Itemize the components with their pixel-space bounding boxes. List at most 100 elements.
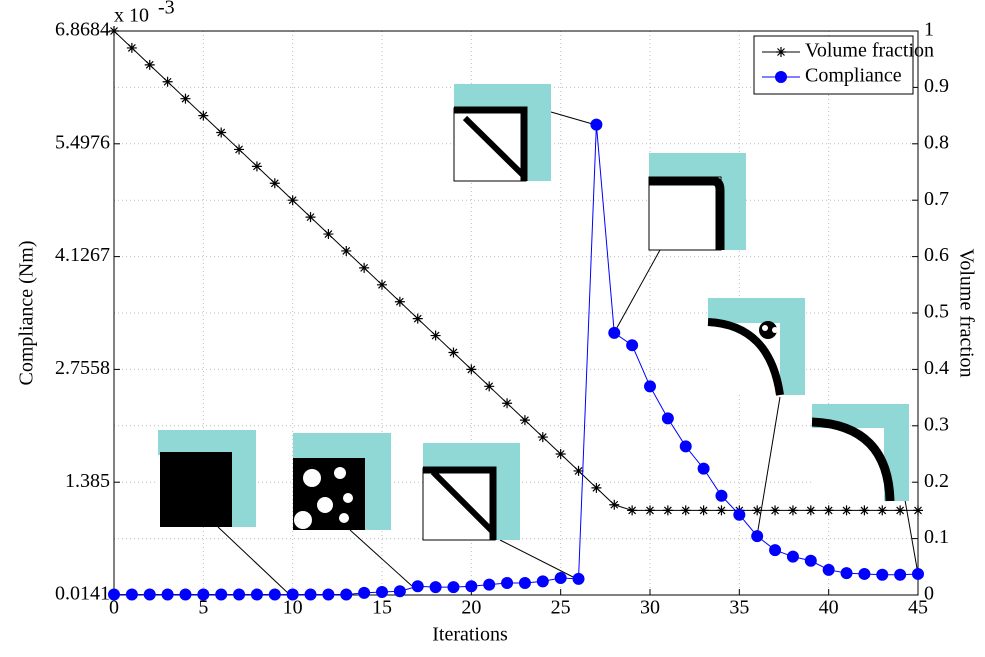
data-point xyxy=(502,398,512,408)
data-point xyxy=(180,589,191,600)
data-point xyxy=(788,505,798,515)
data-point xyxy=(163,77,173,87)
connector xyxy=(218,527,290,595)
data-point xyxy=(859,505,869,515)
connector xyxy=(551,112,596,125)
data-point xyxy=(377,280,387,290)
data-point xyxy=(591,119,602,130)
data-point xyxy=(538,432,548,442)
data-point xyxy=(413,314,423,324)
data-point xyxy=(484,381,494,391)
data-point xyxy=(699,505,709,515)
data-point xyxy=(198,111,208,121)
y2-tick-label: 0.2 xyxy=(924,470,949,492)
inset-image xyxy=(649,153,746,250)
data-point xyxy=(448,347,458,357)
chart: Iterations Compliance (Nm) Volume fracti… xyxy=(0,0,985,657)
y-tick-label: 5.4976 xyxy=(55,131,110,153)
data-point xyxy=(770,505,780,515)
y2-tick-label: 0.4 xyxy=(924,357,949,379)
data-point xyxy=(680,441,691,452)
data-point xyxy=(359,263,369,273)
data-point xyxy=(502,577,513,588)
inset-image xyxy=(708,298,805,395)
connector xyxy=(905,500,918,574)
data-point xyxy=(645,381,656,392)
data-point xyxy=(430,582,441,593)
data-point xyxy=(519,577,530,588)
y2-tick-label: 0.1 xyxy=(924,526,949,548)
data-point xyxy=(306,212,316,222)
legend-label: Volume fraction xyxy=(805,40,934,62)
data-point xyxy=(520,415,530,425)
legend: Volume fraction Compliance xyxy=(754,36,934,94)
y2-tick-label: 0.9 xyxy=(924,75,949,97)
connector xyxy=(757,397,780,536)
x-tick-label: 15 xyxy=(372,597,392,619)
data-point xyxy=(144,589,155,600)
data-point xyxy=(752,531,763,542)
x-tick-label: 30 xyxy=(640,597,660,619)
data-point xyxy=(716,505,726,515)
data-point xyxy=(823,564,834,575)
data-point xyxy=(877,569,888,580)
data-point xyxy=(752,505,762,515)
data-point xyxy=(305,589,316,600)
legend-marker xyxy=(776,72,787,83)
data-point xyxy=(645,505,655,515)
y2-tick-label: 0.3 xyxy=(924,413,949,435)
data-point xyxy=(323,229,333,239)
x-tick-label: 20 xyxy=(461,597,481,619)
data-point xyxy=(662,413,673,424)
data-point xyxy=(841,568,852,579)
data-point xyxy=(734,509,745,520)
data-point xyxy=(162,589,173,600)
inset-image xyxy=(423,443,520,540)
x-tick-label: 35 xyxy=(729,597,749,619)
data-point xyxy=(895,569,906,580)
data-point xyxy=(341,246,351,256)
y2-tick-label: 0.5 xyxy=(924,301,949,323)
inset-image xyxy=(812,404,909,501)
data-point xyxy=(109,589,120,600)
y-multiplier-exponent: -3 xyxy=(158,0,175,19)
y-axis-label: Compliance (Nm) xyxy=(16,241,38,386)
data-point xyxy=(824,505,834,515)
connector xyxy=(614,250,660,333)
insets xyxy=(158,84,918,595)
data-point xyxy=(198,589,209,600)
data-point xyxy=(574,466,584,476)
legend-marker xyxy=(776,47,786,57)
data-point xyxy=(431,331,441,341)
data-point xyxy=(216,128,226,138)
data-point xyxy=(180,94,190,104)
data-point xyxy=(591,483,601,493)
data-point xyxy=(681,505,691,515)
connector xyxy=(500,540,577,579)
data-point xyxy=(806,505,816,515)
inset-image xyxy=(293,433,391,530)
data-point xyxy=(216,589,227,600)
y2-axis-label: Volume fraction xyxy=(955,248,977,377)
legend-label: Compliance xyxy=(805,65,902,87)
data-point xyxy=(341,589,352,600)
data-point xyxy=(556,449,566,459)
data-point xyxy=(448,582,459,593)
data-point xyxy=(627,340,638,351)
data-point xyxy=(698,463,709,474)
data-point xyxy=(913,505,923,515)
data-point xyxy=(323,589,334,600)
y2-tick-label: 0.6 xyxy=(924,244,949,266)
y2-tick-label: 0.7 xyxy=(924,188,949,210)
y-tick-label: 2.7558 xyxy=(55,357,110,379)
data-point xyxy=(126,589,137,600)
data-point xyxy=(859,568,870,579)
data-point xyxy=(573,573,584,584)
data-point xyxy=(716,490,727,501)
data-point xyxy=(109,26,119,36)
data-point xyxy=(787,551,798,562)
data-point xyxy=(663,505,673,515)
data-point xyxy=(842,505,852,515)
data-point xyxy=(394,586,405,597)
inset-image xyxy=(454,84,551,181)
